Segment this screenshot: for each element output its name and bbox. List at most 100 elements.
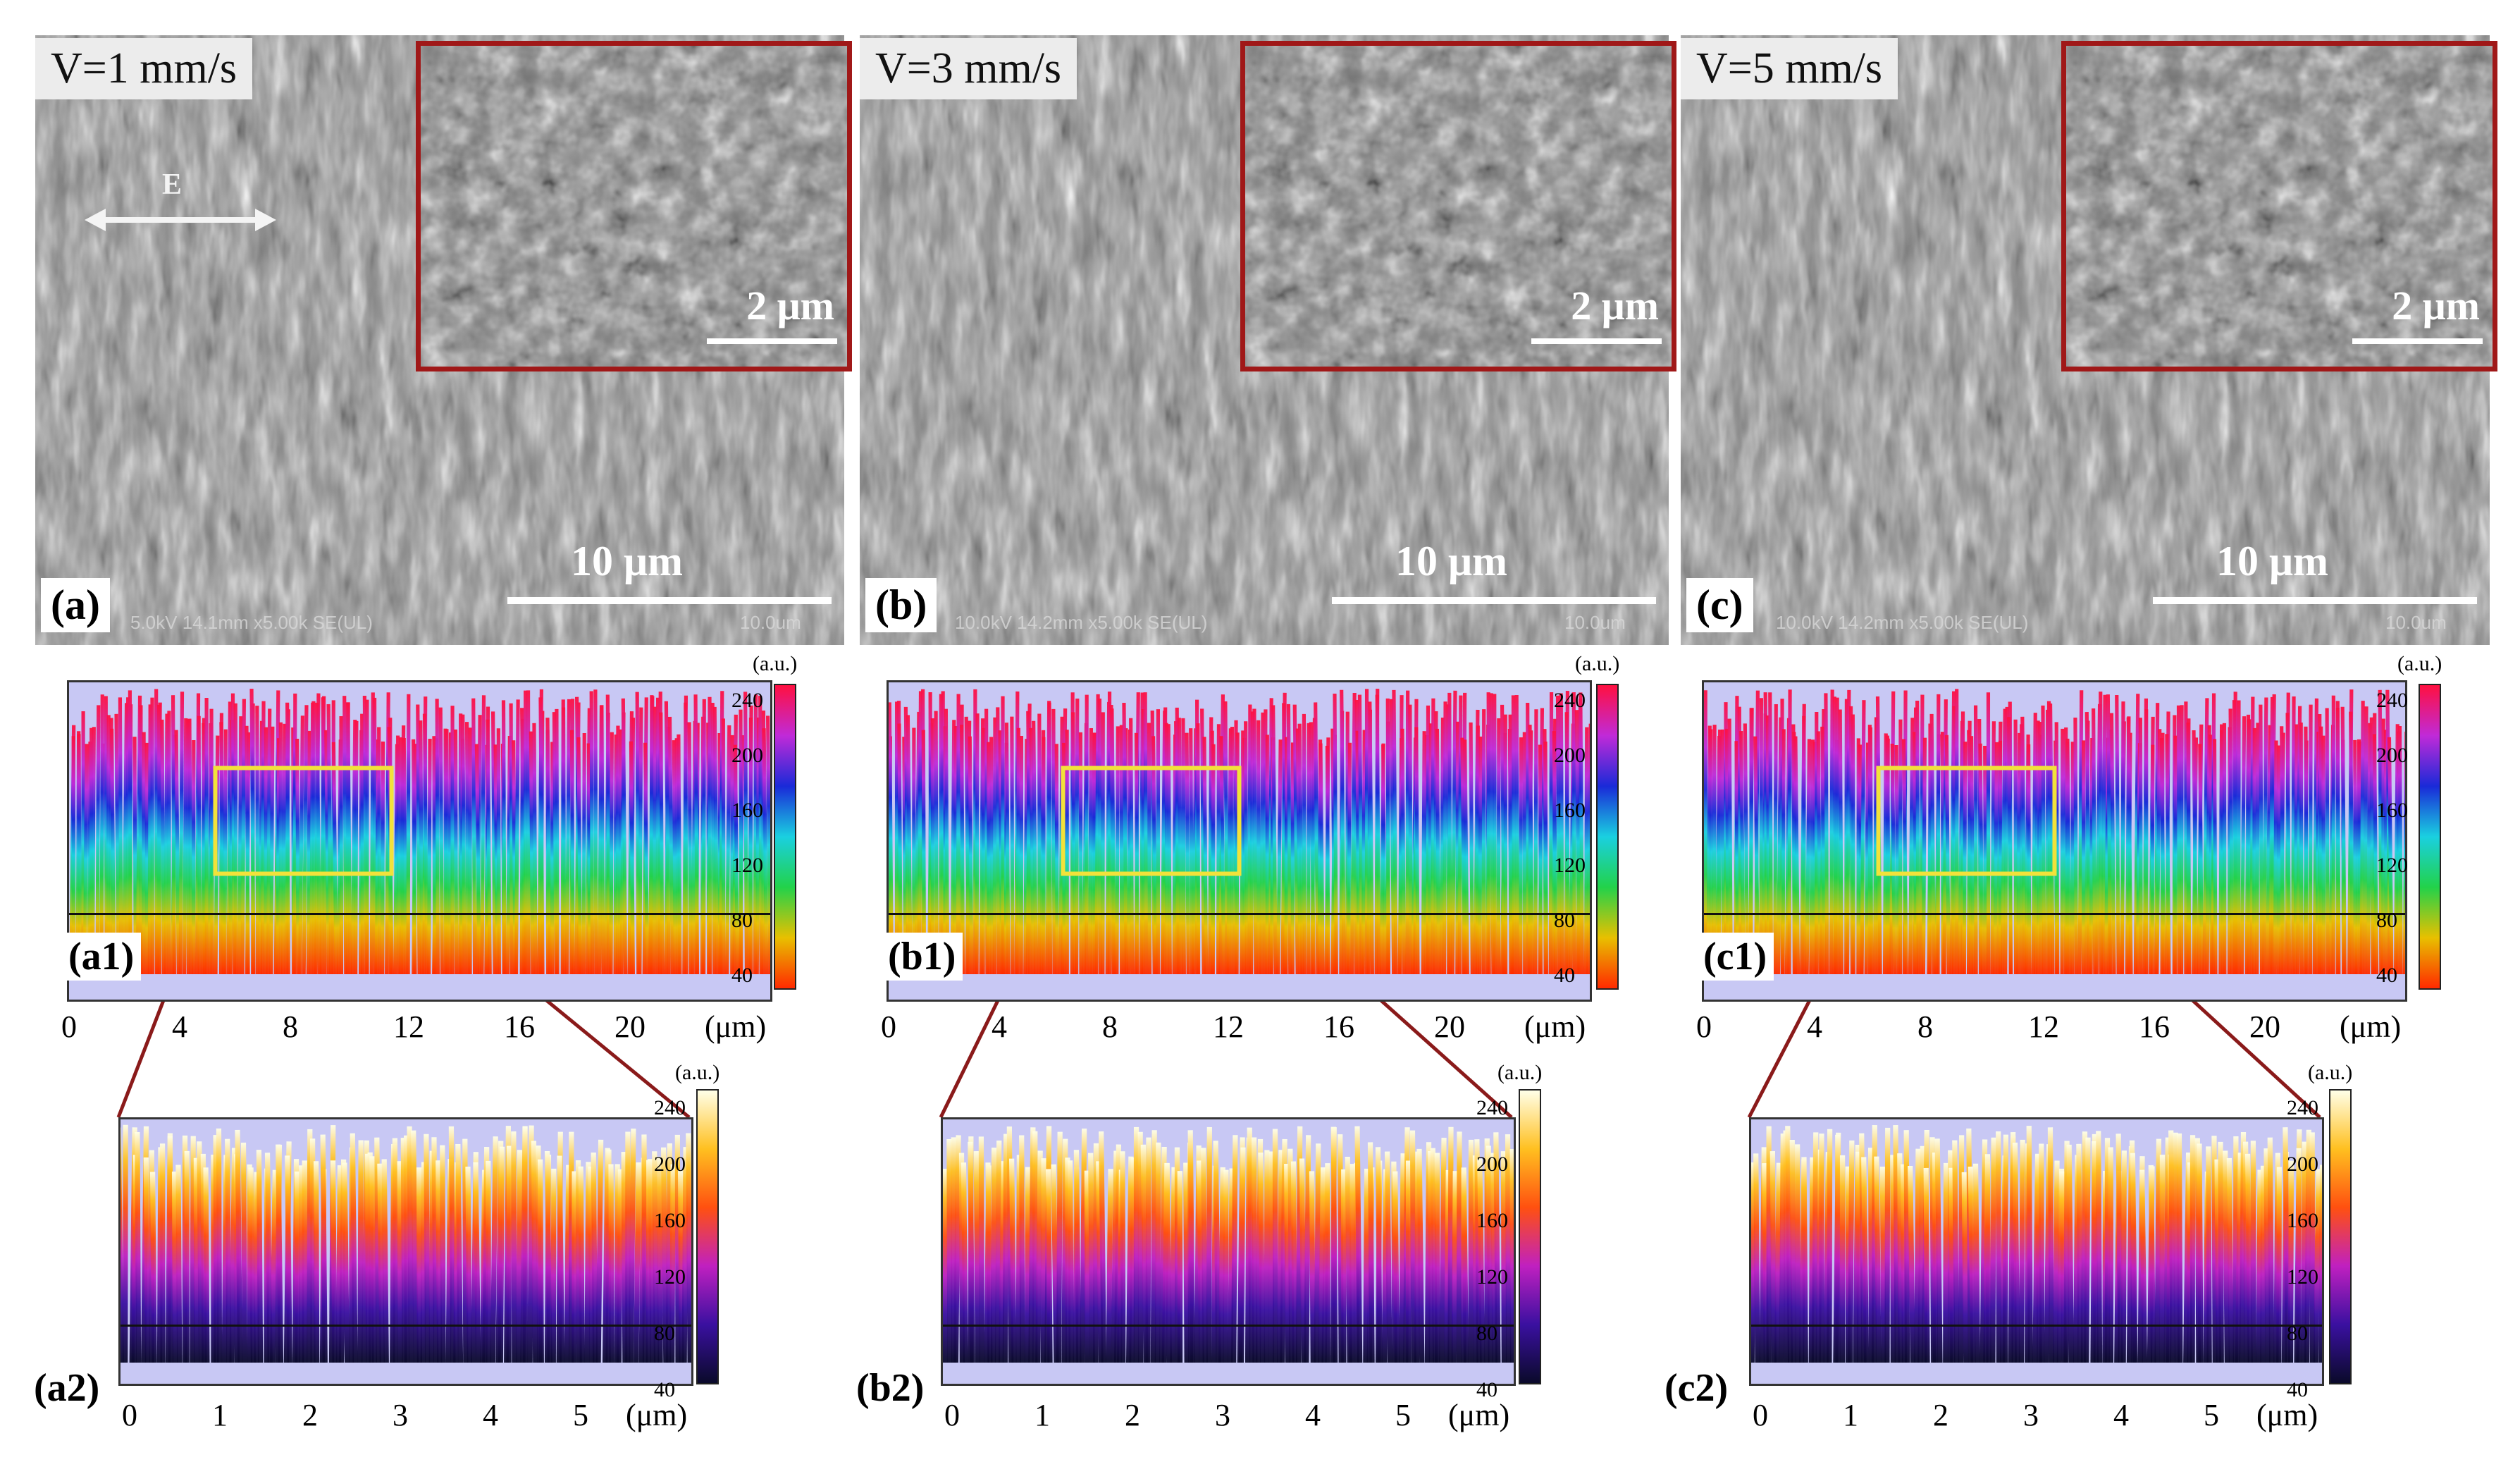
inset-scale-bar-a (707, 338, 837, 344)
x-axis-tick: 4 (1807, 1009, 1822, 1044)
inset-image-c: 2 μm (2061, 41, 2497, 371)
x-axis-tick: 20 (614, 1009, 646, 1044)
inset-image-a: 2 μm (416, 41, 852, 371)
x-axis-tick: 3 (1215, 1398, 1230, 1432)
colorbar-tick: 200 (654, 1153, 686, 1176)
sem-footer-right-a: 10.0um (740, 612, 801, 633)
scale-label-a: 10 μm (571, 538, 683, 584)
height-map-3 (1702, 680, 2407, 1002)
colorbar-tick: 160 (731, 799, 763, 822)
x-axis-unit: (μm) (2256, 1398, 2318, 1432)
panel-label-a: (a) (41, 578, 110, 632)
colorbar-tick: 160 (1476, 1209, 1508, 1232)
x-axis-tick: 20 (2249, 1009, 2280, 1044)
field-arrow-label: E (162, 168, 183, 201)
inset-scale-label-b: 2 μm (1571, 283, 1659, 328)
colorbar-tick: 40 (1554, 964, 1575, 987)
colorbar-fire-1 (696, 1089, 719, 1384)
x-axis-tick: 12 (393, 1009, 424, 1044)
x-axis-tick: 0 (1696, 1009, 1712, 1044)
zoom-map-label-1: (a2) (27, 1364, 107, 1412)
scale-bar-b (1332, 597, 1656, 604)
map-label-2: (b1) (881, 933, 963, 981)
x-axis-tick: 8 (1102, 1009, 1118, 1044)
colorbar-tick: 80 (1476, 1322, 1497, 1345)
scale-bar-a (507, 597, 832, 604)
colorbar-tick: 200 (731, 744, 763, 767)
map-label-1: (a1) (61, 933, 142, 981)
zoom-height-map-3 (1749, 1117, 2324, 1386)
sem-footer-c: 10.0kV 14.2mm x5.00k SE(UL) (1776, 612, 2029, 633)
arrow-head-right-icon (255, 209, 276, 231)
x-axis-tick: 4 (172, 1009, 187, 1044)
speed-label-b: V=3 mm/s (860, 38, 1077, 99)
sem-footer-right-c: 10.0um (2385, 612, 2447, 633)
colorbar-fire-2 (1519, 1089, 1541, 1384)
colorbar-tick: 240 (1476, 1096, 1508, 1119)
colorbar-tick: 160 (654, 1209, 686, 1232)
colorbar-tick: 120 (731, 854, 763, 877)
height-map-1 (67, 680, 772, 1002)
zoom-map-label-3: (c2) (1657, 1364, 1736, 1412)
colorbar-tick: 240 (1554, 689, 1586, 712)
colorbar-unit: (a.u.) (1575, 652, 1620, 675)
x-axis-tick: 16 (1323, 1009, 1354, 1044)
x-axis-unit: (μm) (2340, 1009, 2402, 1044)
panel-label-c: (c) (1686, 578, 1753, 632)
colorbar-rainbow-1 (774, 684, 796, 990)
inset-scale-bar-b (1531, 338, 1662, 344)
x-axis-tick: 0 (61, 1009, 77, 1044)
x-axis-tick: 4 (992, 1009, 1007, 1044)
x-axis-tick: 2 (1933, 1398, 1948, 1432)
x-axis-tick: 0 (122, 1398, 137, 1432)
colorbar-tick: 40 (1476, 1378, 1497, 1401)
colorbar-tick: 120 (2376, 854, 2408, 877)
scale-label-b: 10 μm (1395, 538, 1507, 584)
zoom-height-map-1 (118, 1117, 693, 1386)
scale-label-c: 10 μm (2216, 538, 2328, 584)
inset-image-b: 2 μm (1240, 41, 1676, 371)
x-axis-tick: 0 (1753, 1398, 1768, 1432)
x-axis-unit: (μm) (1448, 1398, 1510, 1432)
colorbar-tick: 40 (2376, 964, 2397, 987)
x-axis-tick: 12 (1213, 1009, 1244, 1044)
x-axis-tick: 5 (2204, 1398, 2219, 1432)
inset-scale-label-a: 2 μm (746, 283, 834, 328)
colorbar-tick: 120 (2287, 1265, 2318, 1289)
x-axis-unit: (μm) (705, 1009, 767, 1044)
colorbar-tick: 200 (1554, 744, 1586, 767)
colorbar-unit: (a.u.) (2308, 1061, 2353, 1084)
x-axis-tick: 16 (2139, 1009, 2170, 1044)
height-map-2 (887, 680, 1592, 1002)
x-axis-tick: 0 (881, 1009, 896, 1044)
colorbar-tick: 120 (1554, 854, 1586, 877)
colorbar-tick: 160 (2287, 1209, 2318, 1232)
colorbar-tick: 80 (731, 909, 753, 932)
x-axis-unit: (μm) (1524, 1009, 1586, 1044)
colorbar-tick: 200 (1476, 1153, 1508, 1176)
x-axis-unit: (μm) (626, 1398, 688, 1432)
x-axis-tick: 2 (1125, 1398, 1140, 1432)
sem-footer-right-b: 10.0um (1564, 612, 1626, 633)
colorbar-tick: 240 (2287, 1096, 2318, 1119)
colorbar-tick: 40 (2287, 1378, 2308, 1401)
colorbar-tick: 160 (2376, 799, 2408, 822)
x-axis-tick: 20 (1434, 1009, 1465, 1044)
inset-scale-bar-c (2352, 338, 2483, 344)
colorbar-tick: 80 (2376, 909, 2397, 932)
colorbar-fire-3 (2329, 1089, 2352, 1384)
colorbar-unit: (a.u.) (2397, 652, 2442, 675)
x-axis-tick: 5 (1395, 1398, 1411, 1432)
x-axis-tick: 4 (1305, 1398, 1321, 1432)
x-axis-tick: 2 (302, 1398, 318, 1432)
x-axis-tick: 1 (1843, 1398, 1858, 1432)
colorbar-tick: 120 (654, 1265, 686, 1289)
colorbar-tick: 40 (731, 964, 753, 987)
speed-label-a: V=1 mm/s (35, 38, 253, 99)
colorbar-tick: 240 (731, 689, 763, 712)
colorbar-unit: (a.u.) (675, 1061, 720, 1084)
colorbar-rainbow-2 (1596, 684, 1619, 990)
colorbar-tick: 200 (2287, 1153, 2318, 1176)
x-axis-tick: 8 (1917, 1009, 1933, 1044)
panel-label-b: (b) (865, 578, 937, 632)
